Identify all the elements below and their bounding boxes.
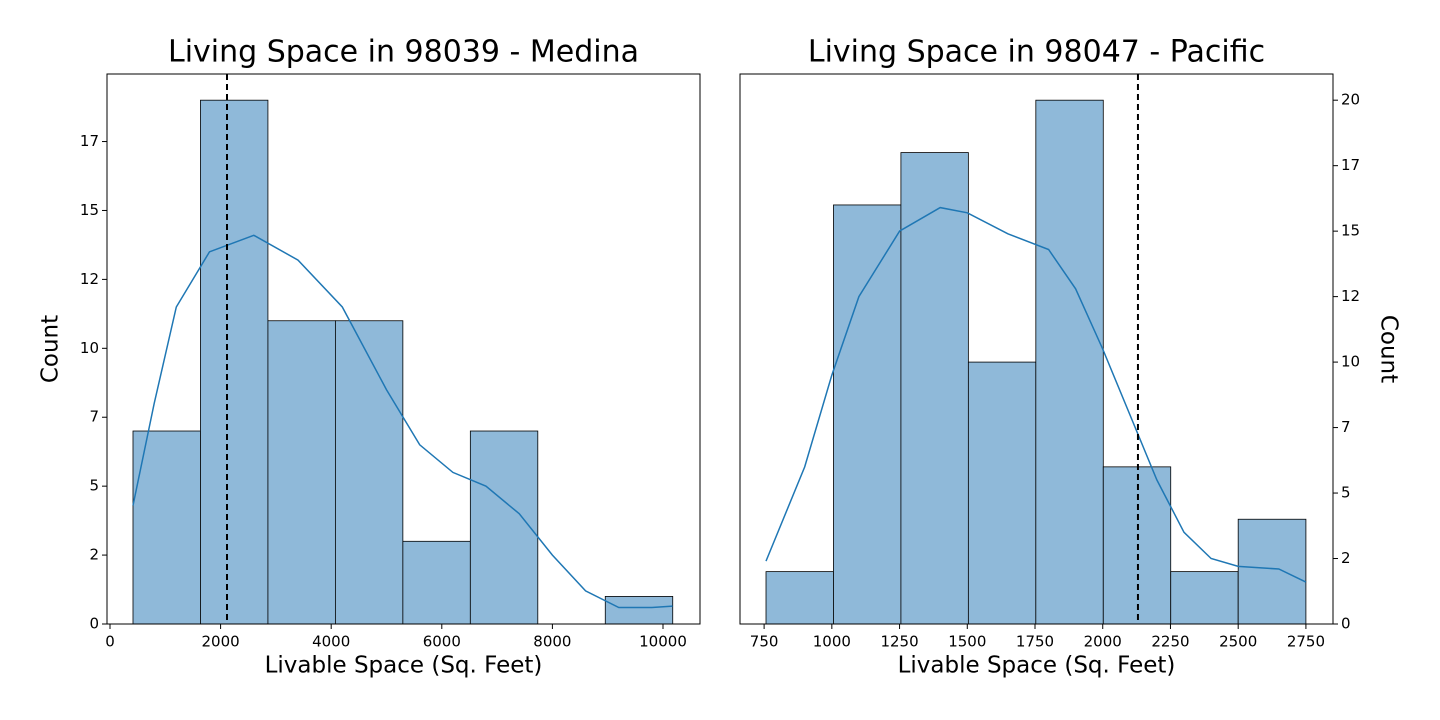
x-tick-label: 1500 <box>948 633 986 651</box>
bar <box>833 204 902 625</box>
x-tick-label: 8000 <box>533 633 571 651</box>
y-tick-label: 17 <box>80 132 99 150</box>
x-tick-label: 1750 <box>1016 633 1054 651</box>
y-tick-label: 0 <box>89 615 99 633</box>
x-tick-label: 1000 <box>813 633 851 651</box>
y-tick-label: 15 <box>80 201 99 219</box>
x-tick-label: 750 <box>750 633 779 651</box>
y-tick-label: 10 <box>1341 353 1360 371</box>
x-tick-label: 0 <box>105 633 115 651</box>
x-tick-label: 4000 <box>312 633 350 651</box>
x-tick-label: 10000 <box>639 633 687 651</box>
y-tick-label: 5 <box>89 477 99 495</box>
y-tick-label: 12 <box>80 270 99 288</box>
bar <box>402 540 471 625</box>
y-tick-label: 2 <box>89 546 99 564</box>
x-tick-label: 6000 <box>423 633 461 651</box>
x-tick-label: 2750 <box>1287 633 1325 651</box>
chart-title: Living Space in 98047 - Pacific <box>808 35 1265 70</box>
bar <box>900 152 969 625</box>
chart-title: Living Space in 98039 - Medina <box>168 35 639 70</box>
y-tick-label: 7 <box>1341 418 1351 436</box>
bar <box>1035 99 1104 625</box>
bar <box>967 361 1037 625</box>
plot-frame <box>739 73 1334 625</box>
y-axis-label: Count <box>1376 315 1402 383</box>
y-tick-label: 5 <box>1341 484 1351 502</box>
y-tick-label: 15 <box>1341 222 1360 240</box>
y-tick-label: 20 <box>1341 91 1360 109</box>
bar <box>765 571 834 625</box>
bar <box>132 430 201 625</box>
kde-line <box>132 234 673 609</box>
x-tick-label: 2500 <box>1219 633 1257 651</box>
x-axis-label: Livable Space (Sq. Feet) <box>265 653 543 679</box>
plot-frame <box>106 73 701 625</box>
bar <box>604 596 674 625</box>
y-axis-label: Count <box>38 315 64 383</box>
y-tick-label: 7 <box>89 408 99 426</box>
bar <box>469 430 539 625</box>
bar <box>1237 518 1307 625</box>
y-tick-label: 17 <box>1341 156 1360 174</box>
kde-line <box>765 206 1307 583</box>
bar <box>1170 571 1239 625</box>
bar <box>334 320 404 625</box>
bar <box>200 99 269 625</box>
y-tick-label: 0 <box>1341 615 1351 633</box>
x-tick-label: 1250 <box>880 633 918 651</box>
y-tick-label: 12 <box>1341 287 1360 305</box>
x-tick-label: 2250 <box>1151 633 1189 651</box>
x-tick-label: 2000 <box>201 633 239 651</box>
x-tick-label: 2000 <box>1084 633 1122 651</box>
bar <box>267 320 336 625</box>
x-axis-label: Livable Space (Sq. Feet) <box>898 653 1176 679</box>
y-tick-label: 10 <box>80 339 99 357</box>
y-tick-label: 2 <box>1341 549 1351 567</box>
